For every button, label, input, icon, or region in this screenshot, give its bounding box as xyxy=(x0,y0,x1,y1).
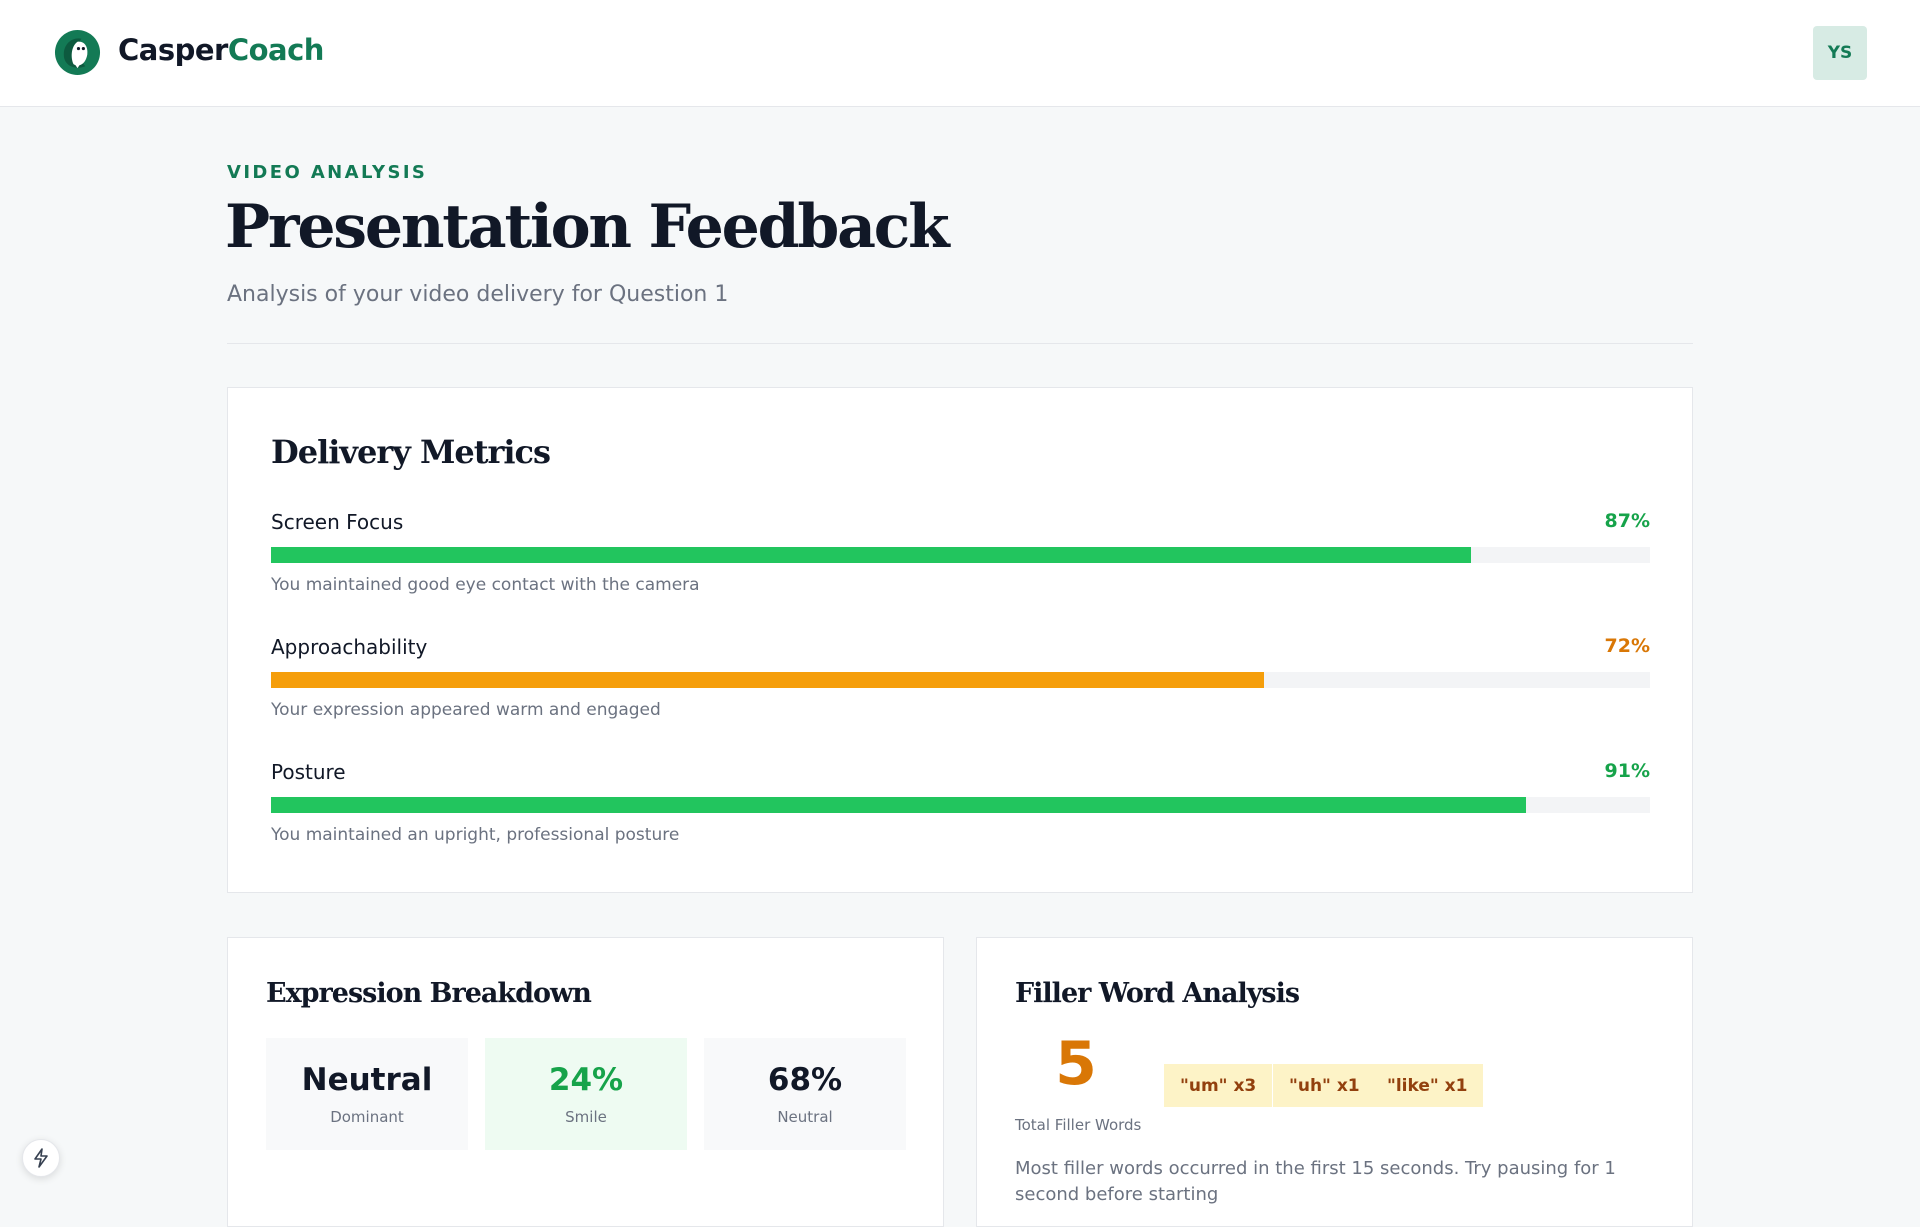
top-bar: CasperCoach YS xyxy=(0,0,1920,107)
expression-tile-smile: 24% Smile xyxy=(485,1038,687,1150)
filler-word-caption: Total Filler Words xyxy=(1015,1116,1142,1134)
metric-screen-focus: Screen Focus 87% You maintained good eye… xyxy=(271,510,1650,610)
metric-description: You maintained good eye contact with the… xyxy=(271,575,700,595)
filler-word-analysis-title: Filler Word Analysis xyxy=(1015,978,1300,1009)
section-eyebrow: VIDEO ANALYSIS xyxy=(227,162,428,183)
filler-chip-um: "um" x3 xyxy=(1164,1064,1273,1107)
page-subtitle: Analysis of your video delivery for Ques… xyxy=(227,282,729,307)
metric-posture: Posture 91% You maintained an upright, p… xyxy=(271,760,1650,860)
ghost-logo-icon[interactable] xyxy=(54,29,101,76)
expression-tile-dominant: Neutral Dominant xyxy=(266,1038,468,1150)
delivery-metrics-title: Delivery Metrics xyxy=(271,433,551,471)
metric-name: Approachability xyxy=(271,635,428,659)
page-title: Presentation Feedback xyxy=(225,192,950,262)
metric-progress-track xyxy=(271,672,1650,688)
metric-progress-track xyxy=(271,547,1650,563)
tile-value: 68% xyxy=(767,1062,843,1098)
filler-word-note: Most filler words occurred in the first … xyxy=(1015,1158,1616,1205)
brand-name-part2: Coach xyxy=(227,33,325,67)
brand-name[interactable]: CasperCoach xyxy=(118,33,324,67)
metric-progress-fill xyxy=(271,797,1526,813)
lightning-icon xyxy=(34,1148,48,1168)
expression-breakdown-card: Expression Breakdown Neutral Dominant 24… xyxy=(227,937,944,1227)
metric-description: You maintained an upright, professional … xyxy=(271,825,680,845)
filler-word-analysis-card: Filler Word Analysis 5 Total Filler Word… xyxy=(976,937,1693,1227)
expression-tile-neutral: 68% Neutral xyxy=(704,1038,906,1150)
metric-value: 91% xyxy=(1604,760,1650,782)
floating-action-button[interactable] xyxy=(22,1139,60,1177)
tile-label: Neutral xyxy=(777,1108,833,1126)
metric-name: Posture xyxy=(271,760,346,784)
metric-progress-fill xyxy=(271,547,1471,563)
expression-breakdown-title: Expression Breakdown xyxy=(266,978,592,1009)
divider xyxy=(227,343,1693,344)
tile-value: 24% xyxy=(548,1062,624,1098)
delivery-metrics-card: Delivery Metrics Screen Focus 87% You ma… xyxy=(227,387,1693,893)
tile-value: Neutral xyxy=(301,1062,433,1098)
metric-progress-fill xyxy=(271,672,1264,688)
metric-progress-track xyxy=(271,797,1650,813)
filler-word-count: 5 xyxy=(1055,1029,1097,1099)
tile-label: Smile xyxy=(565,1108,607,1126)
user-avatar[interactable]: YS xyxy=(1813,26,1867,80)
metric-description: Your expression appeared warm and engage… xyxy=(271,700,661,720)
metric-name: Screen Focus xyxy=(271,510,404,534)
metric-value: 87% xyxy=(1604,510,1650,532)
filler-chip-uh: "uh" x1 xyxy=(1273,1064,1376,1107)
tile-label: Dominant xyxy=(330,1108,404,1126)
metric-approachability: Approachability 72% Your expression appe… xyxy=(271,635,1650,735)
filler-chip-like: "like" x1 xyxy=(1371,1064,1484,1107)
brand-name-part1: Casper xyxy=(118,33,228,67)
metric-value: 72% xyxy=(1604,635,1650,657)
